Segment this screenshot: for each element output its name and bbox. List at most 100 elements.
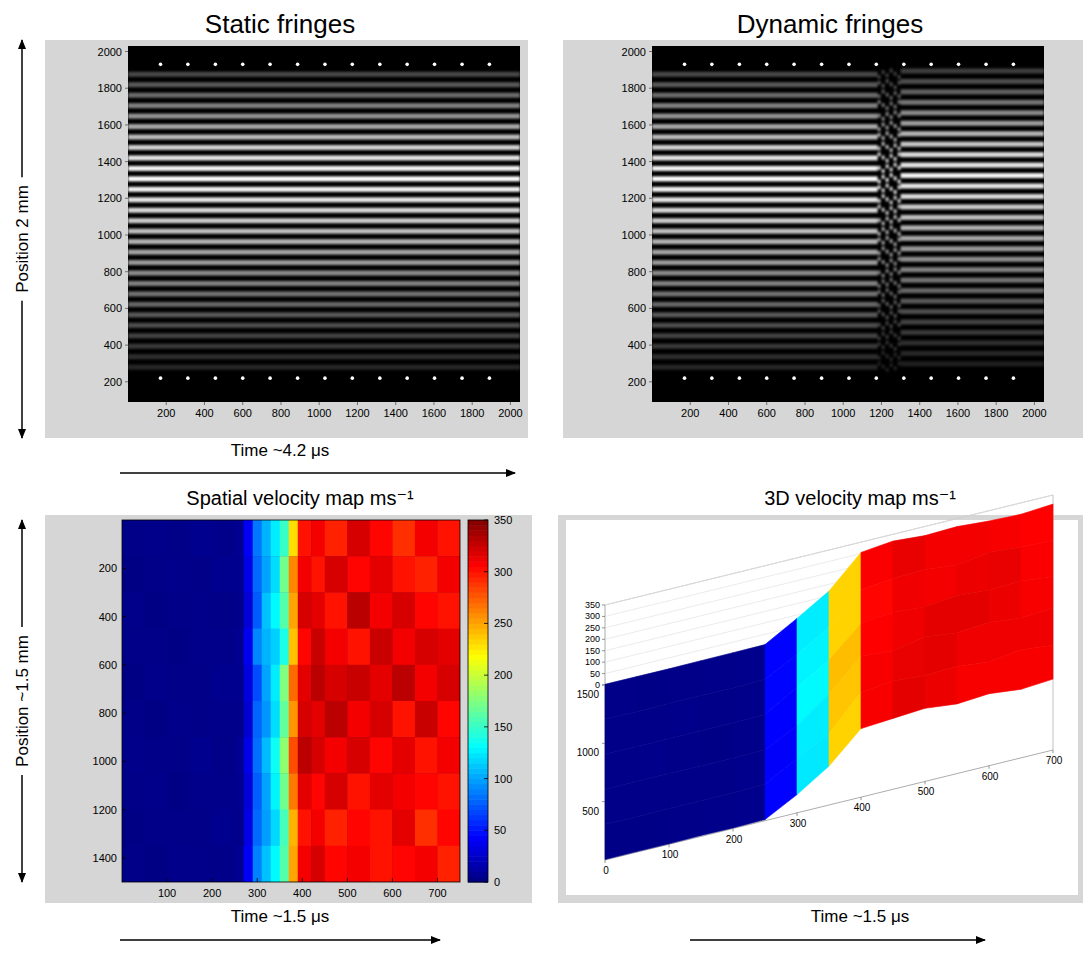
fringe-disturbed <box>886 131 889 135</box>
colorbar-strip <box>468 608 488 614</box>
heat-cell <box>212 701 235 738</box>
x-tick-label: 1600 <box>422 407 446 419</box>
fringe-disturbed <box>894 347 897 351</box>
heat-cell <box>311 846 325 882</box>
heat-cell <box>370 810 393 847</box>
heat-cell <box>122 592 145 629</box>
heat-cell <box>325 737 348 774</box>
x-tick-label: 700 <box>1046 755 1063 766</box>
fringe-disturbed <box>886 368 889 372</box>
heat-cell <box>262 701 271 738</box>
heat-cell <box>280 737 289 774</box>
fringe-disturbed <box>898 336 901 340</box>
heat-cell <box>212 592 235 629</box>
fringe-disturbed <box>878 205 881 209</box>
colorbar-strip <box>468 830 488 836</box>
fringe-after <box>901 152 1044 157</box>
fringe-disturbed <box>886 79 889 83</box>
heat-cell <box>212 810 235 847</box>
heat-cell <box>235 629 244 666</box>
heat-cell <box>298 846 312 882</box>
heat-cell <box>145 846 168 882</box>
fringe-disturbed <box>894 333 897 337</box>
heat-cell <box>298 556 312 593</box>
fringe-after <box>901 351 1044 356</box>
fringe-disturbed <box>894 157 897 161</box>
fringe <box>652 239 878 244</box>
x-tick-label: 100 <box>158 887 176 899</box>
fringe-disturbed <box>882 345 885 349</box>
fringe-disturbed <box>894 295 897 299</box>
fringe <box>128 155 520 160</box>
heat-cell <box>145 773 168 810</box>
heat-cell <box>415 665 438 702</box>
heat-cell <box>262 520 271 557</box>
heat-cell <box>271 846 280 882</box>
fringe-disturbed <box>894 190 897 194</box>
surface-patch <box>989 650 1021 694</box>
fringe-after <box>901 215 1044 220</box>
fiducial-dot <box>433 376 437 380</box>
heat-cell <box>437 737 460 774</box>
x-tick <box>280 402 281 405</box>
x-tick <box>843 402 844 405</box>
heat-cell <box>298 520 312 557</box>
colorbar-strip <box>468 872 488 878</box>
heat-cell <box>347 846 370 882</box>
fringe-disturbed <box>882 332 885 336</box>
fringe-disturbed <box>886 73 889 77</box>
x-tick <box>319 402 320 405</box>
heat-cell <box>298 810 312 847</box>
y-tick-label: 1000 <box>93 755 117 767</box>
fringe-disturbed <box>878 336 881 340</box>
y-tick <box>122 616 126 617</box>
fringe <box>128 250 520 255</box>
fringe-after <box>901 330 1044 335</box>
x-tick <box>733 829 734 832</box>
fringe-disturbed <box>894 314 897 318</box>
fringe <box>128 229 520 234</box>
y-tick <box>649 345 652 346</box>
fringe-after <box>901 173 1044 178</box>
fringe-disturbed <box>890 291 893 295</box>
fringe-disturbed <box>886 106 889 110</box>
colorbar-strip <box>468 623 488 629</box>
fringe-disturbed <box>886 302 889 306</box>
surface-patch <box>1021 504 1053 547</box>
fringe-disturbed <box>890 278 893 282</box>
colorbar-strip <box>468 804 488 810</box>
colorbar-strip <box>468 758 488 764</box>
fringe-after <box>901 267 1044 272</box>
surface-patch <box>605 817 637 860</box>
heat-cell <box>437 701 460 738</box>
fringe-disturbed <box>882 194 885 198</box>
heat-cell <box>311 737 325 774</box>
surface-patch <box>1021 645 1053 689</box>
fringe-disturbed <box>882 122 885 126</box>
fringe-disturbed <box>890 305 893 309</box>
fringe-disturbed <box>894 353 897 357</box>
z-tick <box>602 662 605 663</box>
fiducial-dot <box>159 63 163 67</box>
fringe-disturbed <box>882 279 885 283</box>
heat-cell <box>190 592 213 629</box>
y-tick-label: 1500 <box>577 689 600 700</box>
heat-cell <box>280 520 289 557</box>
colorbar-tick-label: 350 <box>494 514 512 526</box>
fringe-disturbed <box>894 262 897 266</box>
fringe <box>652 135 878 140</box>
heat-cell <box>392 810 415 847</box>
heat-cell <box>370 773 393 810</box>
fringe-disturbed <box>898 100 901 104</box>
fringe <box>652 155 878 160</box>
fringe-disturbed <box>882 351 885 355</box>
heat-cell <box>190 556 213 593</box>
z-tick-label: 350 <box>585 600 600 610</box>
y-tick-label: 1600 <box>622 119 646 131</box>
heat-cell <box>145 810 168 847</box>
fiducial-dot <box>460 376 464 380</box>
fringe-disturbed <box>898 238 901 242</box>
x-tick <box>797 813 798 816</box>
fringe-disturbed <box>894 209 897 213</box>
x-tick-label: 0 <box>603 865 609 876</box>
